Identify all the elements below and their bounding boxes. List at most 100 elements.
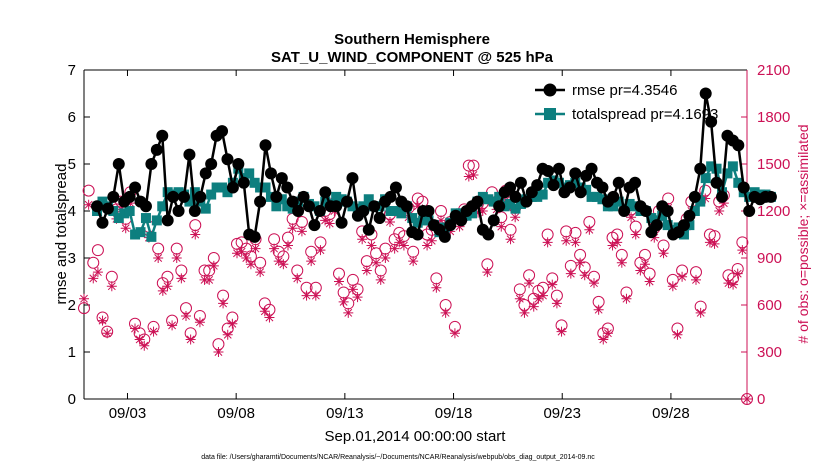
rmse-point: [335, 216, 348, 229]
rmse-point: [237, 176, 250, 189]
obs-assimilated-point: [380, 253, 391, 263]
obs-assimilated-point: [519, 307, 530, 318]
totalspread-point: [140, 213, 151, 224]
legend: rmse pr=4.3546 totalspread pr=4.1693: [535, 82, 718, 123]
y-axis-label-right: # of obs: o=possible; ×=assimilated: [795, 124, 811, 343]
obs-assimilated-point: [649, 232, 660, 243]
totalspread-point: [282, 201, 293, 212]
obs-assimilated-point: [579, 270, 590, 281]
obs-assimilated-point: [102, 328, 113, 339]
rmse-point: [161, 214, 174, 227]
totalspread-point: [488, 196, 499, 207]
obs-assimilated-point: [728, 279, 739, 290]
rmse-point: [139, 200, 152, 213]
obs-assimilated-point: [232, 248, 242, 259]
chart-title-line2: SAT_U_WIND_COMPONENT @ 525 hPa: [271, 49, 554, 66]
obs-assimilated-point: [222, 329, 233, 340]
totalspread-point: [320, 196, 331, 207]
rmse-point: [737, 181, 750, 194]
obs-assimilated-point: [426, 235, 437, 246]
rmse-point: [764, 190, 777, 203]
totalspread-point: [211, 182, 222, 193]
legend-spread-marker: [544, 108, 556, 120]
y-tick-label-left: 5: [68, 156, 76, 173]
totalspread-point: [206, 189, 217, 200]
rmse-point: [188, 205, 201, 217]
obs-assimilated-point: [194, 317, 205, 328]
rmse-point: [101, 202, 114, 215]
y-tick-label-right: 600: [757, 297, 782, 314]
obs-assimilated-point: [204, 274, 215, 285]
rmse-point: [373, 212, 386, 225]
totalspread-point: [124, 206, 135, 216]
rmse-point: [547, 179, 560, 192]
rmse-point: [264, 167, 277, 180]
totalspread-point: [418, 215, 429, 226]
rmse-point: [732, 139, 745, 152]
obs-assimilated-point: [106, 281, 117, 292]
totalspread-point: [477, 191, 488, 202]
rmse-point: [688, 190, 701, 203]
obs-assimilated-point: [570, 237, 581, 248]
obs-assimilated-point: [556, 326, 567, 337]
totalspread-point: [624, 198, 635, 209]
obs-assimilated-point: [463, 171, 474, 182]
rmse-point: [629, 176, 642, 189]
obs-possible-point: [91, 244, 104, 257]
obs-assimilated-point: [125, 198, 136, 209]
totalspread-point: [119, 208, 130, 219]
rmse-point: [607, 190, 620, 203]
totalspread-point: [733, 177, 744, 188]
rmse-point: [552, 162, 565, 175]
y-tick-label-right: 0: [757, 391, 765, 408]
totalspread-point: [151, 215, 162, 226]
obs-assimilated-point: [640, 259, 650, 270]
obs-assimilated-point: [334, 276, 344, 287]
obs-assimilated-point: [301, 290, 312, 301]
obs-assimilated-point: [667, 281, 678, 292]
obs-assimilated-point: [236, 246, 247, 257]
totalspread-point: [331, 191, 342, 202]
obs-assimilated-point: [524, 278, 535, 289]
rmse-point: [194, 190, 207, 203]
x-axis-label: Sep.01,2014 00:00:00 start: [325, 428, 507, 445]
obs-assimilated-point: [296, 226, 307, 237]
totalspread-point: [347, 201, 358, 212]
rmse-point: [286, 195, 299, 208]
totalspread-point: [255, 182, 266, 193]
obs-assimilated-point: [347, 284, 358, 295]
rmse-point: [96, 216, 109, 229]
obs-assimilated-point: [505, 234, 516, 245]
y-tick-label-right: 300: [757, 344, 782, 361]
rmse-point: [308, 219, 321, 232]
totalspread-point: [146, 231, 157, 242]
totalspread-point: [184, 196, 195, 207]
totalspread-point: [532, 191, 543, 202]
y-tick-label-right: 1800: [757, 109, 790, 126]
rmse-point: [596, 181, 609, 194]
obs-assimilated-point: [607, 240, 618, 251]
obs-assimilated-point: [139, 340, 150, 351]
obs-assimilated-point: [79, 293, 89, 304]
obs-assimilated-point: [528, 301, 539, 312]
obs-assimilated-point: [454, 221, 465, 232]
rmse-point: [574, 186, 587, 199]
obs-assimilated-point: [561, 235, 572, 246]
totalspread-point: [483, 194, 494, 205]
obs-assimilated-point: [691, 274, 701, 285]
obs-assimilated-point: [259, 306, 270, 317]
rmse-point: [482, 228, 495, 241]
obs-assimilated-point: [449, 328, 460, 339]
obs-assimilated-point: [283, 240, 293, 251]
obs-assimilated-point: [547, 279, 558, 290]
obs-assimilated-point: [565, 268, 576, 279]
x-tick-label: 09/18: [435, 405, 473, 422]
obs-assimilated-point: [542, 237, 553, 248]
rmse-point: [444, 219, 457, 232]
totalspread-point: [130, 229, 141, 240]
obs-assimilated-point: [445, 226, 456, 237]
obs-assimilated-point: [185, 334, 196, 345]
rmse-point: [710, 176, 723, 189]
rmse-point: [438, 230, 451, 243]
obs-assimilated-point: [176, 273, 187, 284]
